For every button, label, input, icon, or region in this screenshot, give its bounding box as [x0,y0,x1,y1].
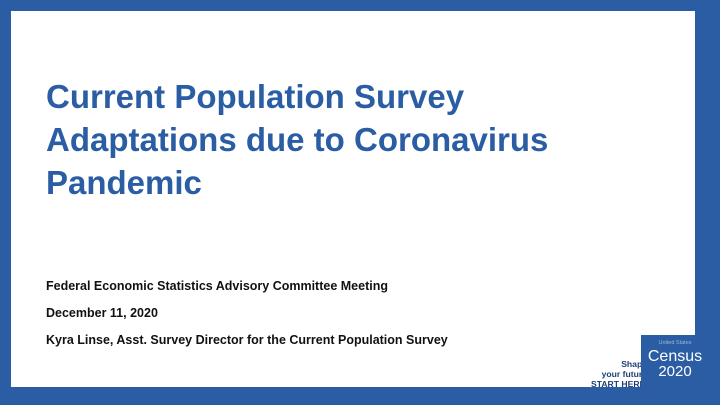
meeting-date: December 11, 2020 [46,306,158,320]
census-2020-logo: United States Census 2020 [641,335,709,393]
tagline-line-3: START HERE > [591,379,653,389]
presenter-line: Kyra Linse, Asst. Survey Director for th… [46,333,448,347]
logo-year-text: 2020 [658,363,692,380]
tagline-line-2: your future [601,369,647,379]
title-line-2: Adaptations due to Coronavirus [46,121,549,158]
subtitle-block: Federal Economic Statistics Advisory Com… [46,273,448,354]
meeting-name: Federal Economic Statistics Advisory Com… [46,279,388,293]
title-line-3: Pandemic [46,164,202,201]
slide-content: Current Population Survey Adaptations du… [11,11,695,389]
tagline-line-1: Shape [621,359,647,369]
bottom-frame-strip [0,387,720,405]
slide-title: Current Population Survey Adaptations du… [46,75,646,204]
title-line-1: Current Population Survey [46,78,465,115]
logo-census-text: Census [647,348,703,365]
logo-country-text: United States [658,340,692,346]
census-tagline: Shape your future START HERE > [591,359,653,389]
